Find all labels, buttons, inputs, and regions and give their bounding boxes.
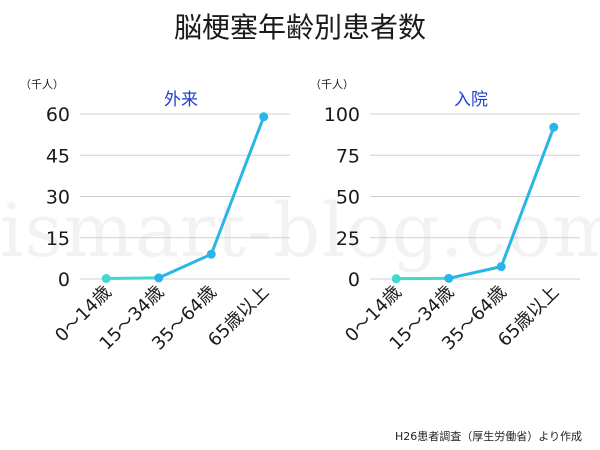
unit-label: （千人） <box>310 78 354 91</box>
y-tick-label: 60 <box>46 104 70 126</box>
source-note: H26患者調査（厚生労働省）より作成 <box>394 430 582 443</box>
data-point <box>549 122 559 132</box>
data-point <box>444 273 454 283</box>
data-point <box>101 273 111 283</box>
y-tick-label: 0 <box>348 269 360 291</box>
panel-title: 入院 <box>454 90 488 110</box>
unit-label: （千人） <box>20 78 64 91</box>
series-line-segment <box>104 276 161 280</box>
y-tick-label: 50 <box>336 187 360 209</box>
data-point <box>154 273 164 283</box>
data-point <box>391 274 401 284</box>
data-point <box>259 112 269 122</box>
data-point <box>206 249 216 259</box>
y-tick-label: 30 <box>46 187 70 209</box>
chart-inpatient: （千人） 入院 0 25 50 75 100 0～14歳 15～34歳 35～64歳 65歳以上 <box>290 60 590 384</box>
chart-outpatient: （千人） 外来 0 15 30 45 60 0～14歳 15～34歳 35～64歳 65歳以上 <box>0 60 300 384</box>
y-tick-label: 25 <box>336 228 360 250</box>
y-tick-label: 75 <box>336 145 360 167</box>
y-tick-label: 15 <box>46 228 70 250</box>
y-tick-label: 100 <box>324 104 360 126</box>
y-tick-label: 45 <box>46 145 70 167</box>
data-point <box>496 262 506 272</box>
series-line-segment <box>499 125 556 269</box>
page-title: 脳梗塞年齢別患者数 <box>173 11 426 44</box>
series-line-segment <box>209 115 266 256</box>
series-line-segment <box>157 252 213 280</box>
y-tick-label: 0 <box>58 269 70 291</box>
panel-title: 外来 <box>164 90 198 110</box>
series-line-segment <box>447 265 503 280</box>
